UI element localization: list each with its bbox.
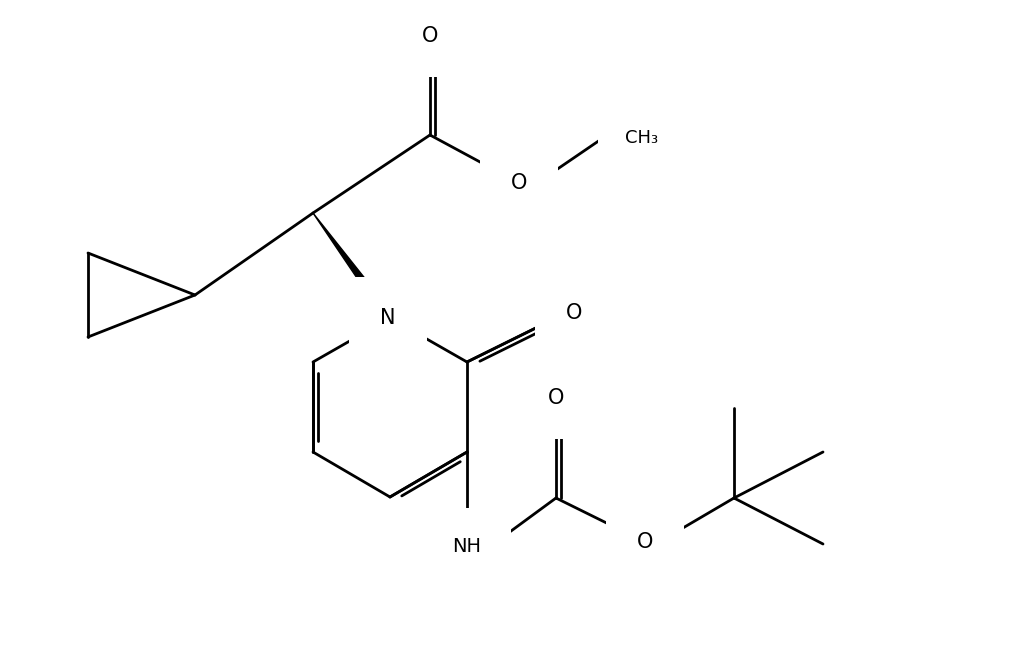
Text: NH: NH	[452, 537, 481, 556]
Text: O: O	[511, 173, 527, 193]
Text: O: O	[422, 26, 438, 46]
Text: O: O	[636, 532, 652, 552]
Polygon shape	[312, 213, 393, 321]
Text: N: N	[380, 308, 395, 328]
Text: CH₃: CH₃	[625, 129, 657, 147]
Text: O: O	[565, 303, 581, 323]
Text: O: O	[547, 388, 563, 408]
